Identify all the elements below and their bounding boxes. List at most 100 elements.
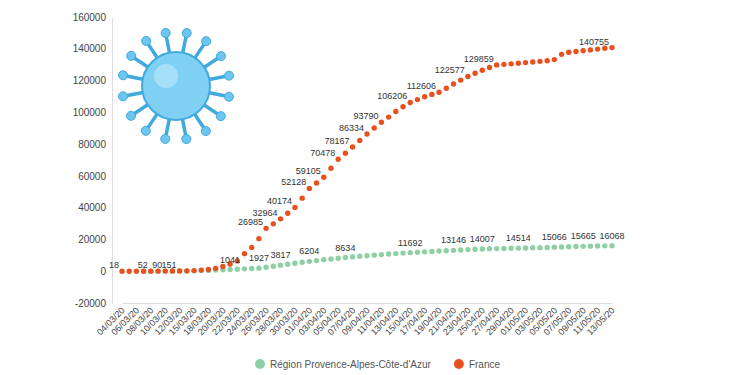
y-tick: 80000 [78, 139, 112, 150]
y-tick-label: 60000 [78, 171, 106, 182]
point [537, 245, 542, 250]
point [444, 248, 449, 253]
point [609, 45, 614, 50]
point [458, 77, 463, 82]
point [458, 247, 463, 252]
point [278, 216, 283, 221]
data-label: 40174 [267, 196, 292, 206]
point [364, 253, 369, 258]
point [559, 52, 564, 57]
point [242, 266, 247, 271]
point [580, 48, 585, 53]
point [271, 264, 276, 269]
data-label: 70478 [310, 148, 335, 158]
point [573, 244, 578, 249]
y-tick-label: 160000 [73, 12, 107, 23]
point [472, 247, 477, 252]
point [191, 268, 196, 273]
point [127, 268, 132, 273]
data-label: 52 [138, 260, 148, 270]
y-tick: 20000 [78, 234, 112, 245]
y-tick-label: 80000 [78, 139, 106, 150]
legend-item: France [454, 359, 501, 370]
data-label: 93790 [353, 111, 378, 121]
point [379, 252, 384, 257]
point [523, 60, 528, 65]
point [263, 226, 268, 231]
y-tick: 160000 [73, 12, 112, 23]
data-label: 106206 [377, 91, 407, 101]
data-label: 16068 [599, 231, 624, 241]
point [508, 61, 513, 66]
data-label: 1927 [249, 253, 269, 263]
virus-knob [127, 51, 136, 60]
point [595, 243, 600, 248]
x-tick-label: 13/05/20 [585, 305, 617, 337]
point [271, 221, 276, 226]
virus-knob [201, 127, 210, 136]
data-label: 8634 [335, 243, 355, 253]
point [393, 109, 398, 114]
point [292, 261, 297, 266]
point [242, 251, 247, 256]
point [335, 157, 340, 162]
virus-body [142, 52, 210, 120]
point [422, 249, 427, 254]
point [328, 256, 333, 261]
data-label: 15665 [571, 231, 596, 241]
virus-icon [118, 28, 233, 143]
point [588, 47, 593, 52]
point [602, 243, 607, 248]
point [400, 250, 405, 255]
data-label: 112606 [407, 81, 436, 91]
point [429, 92, 434, 97]
point [530, 245, 535, 250]
point [436, 90, 441, 95]
data-label: 26985 [238, 217, 263, 227]
data-label: 129859 [464, 54, 494, 64]
point [552, 57, 557, 62]
virus-knob [182, 135, 191, 144]
point [177, 268, 182, 273]
point [516, 245, 521, 250]
y-tick: 60000 [78, 171, 112, 182]
point [314, 258, 319, 263]
point [227, 267, 232, 272]
legend-label: Région Provence-Alpes-Côte-d'Azur [270, 359, 432, 370]
data-label: 52128 [281, 177, 306, 187]
point [343, 150, 348, 155]
point [249, 266, 254, 271]
virus-knob [161, 28, 170, 37]
point [436, 248, 441, 253]
point [415, 250, 420, 255]
point [609, 243, 614, 248]
point [566, 50, 571, 55]
data-label: 15066 [542, 232, 567, 242]
point [307, 259, 312, 264]
plot-area [119, 45, 614, 274]
point [494, 246, 499, 251]
virus-knob [224, 92, 233, 101]
data-label: 13146 [441, 235, 466, 245]
data-label: 11692 [398, 238, 422, 248]
point [119, 268, 124, 273]
data-label: 14514 [506, 233, 531, 243]
chart: -200000200004000060000800001000001200001… [0, 0, 750, 375]
y-tick-label: 0 [100, 266, 106, 277]
y-axis: -200000200004000060000800001000001200001… [73, 12, 113, 309]
point [451, 81, 456, 86]
data-label: 6204 [299, 246, 319, 256]
point [487, 246, 492, 251]
point [580, 244, 585, 249]
point [573, 49, 578, 54]
point [386, 114, 391, 119]
point [256, 265, 261, 270]
point [184, 268, 189, 273]
point [588, 243, 593, 248]
point [357, 254, 362, 259]
point [249, 245, 254, 250]
point [292, 205, 297, 210]
point [299, 195, 304, 200]
point [321, 175, 326, 180]
legend-label: France [469, 359, 501, 370]
